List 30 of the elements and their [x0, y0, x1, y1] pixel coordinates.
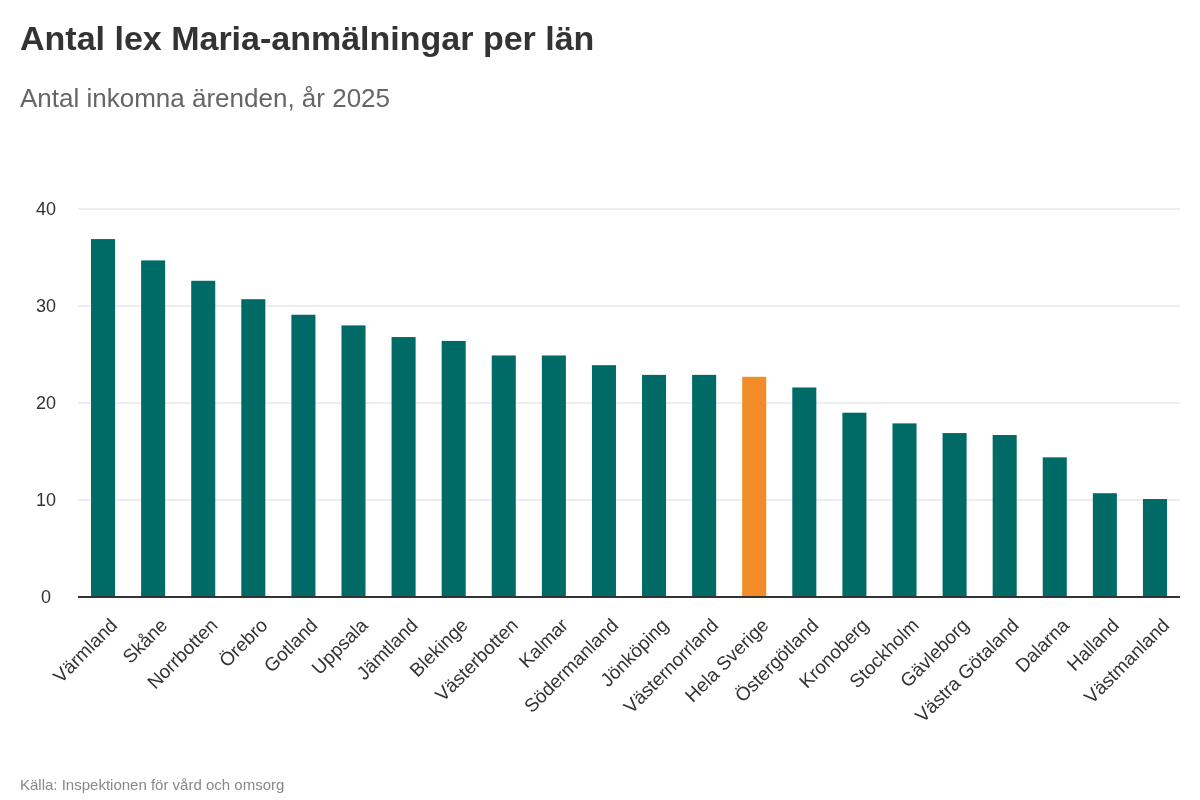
bar [291, 314, 316, 597]
bar [742, 376, 767, 597]
bar [792, 387, 817, 597]
bar [992, 435, 1017, 597]
bar [241, 299, 266, 597]
bar [141, 260, 166, 597]
y-tick-label: 10 [35, 490, 57, 511]
bar [541, 355, 566, 597]
bar [341, 325, 366, 597]
bar [391, 337, 416, 597]
bar [1142, 499, 1167, 597]
bar [91, 239, 116, 597]
bar [491, 355, 516, 597]
bar [1042, 457, 1067, 597]
text: Källa: Inspektionen för vård och omsorg [20, 776, 285, 793]
y-tick-label: 30 [35, 296, 57, 317]
y-tick-label: 40 [35, 199, 57, 220]
y-tick-label: 20 [35, 393, 57, 414]
bar [842, 412, 867, 597]
bar [942, 433, 967, 597]
bar [441, 340, 466, 597]
bar [692, 374, 717, 597]
y-tick-label: 0 [40, 587, 52, 608]
bar [591, 365, 616, 597]
chart-subtitle: Antal inkomna ärenden, år 2025 [20, 83, 391, 113]
chart-title: Antal lex Maria-anmälningar per län [20, 19, 595, 57]
bar [191, 280, 216, 597]
bar [892, 423, 917, 597]
bar [1092, 493, 1117, 597]
bar [642, 374, 667, 597]
